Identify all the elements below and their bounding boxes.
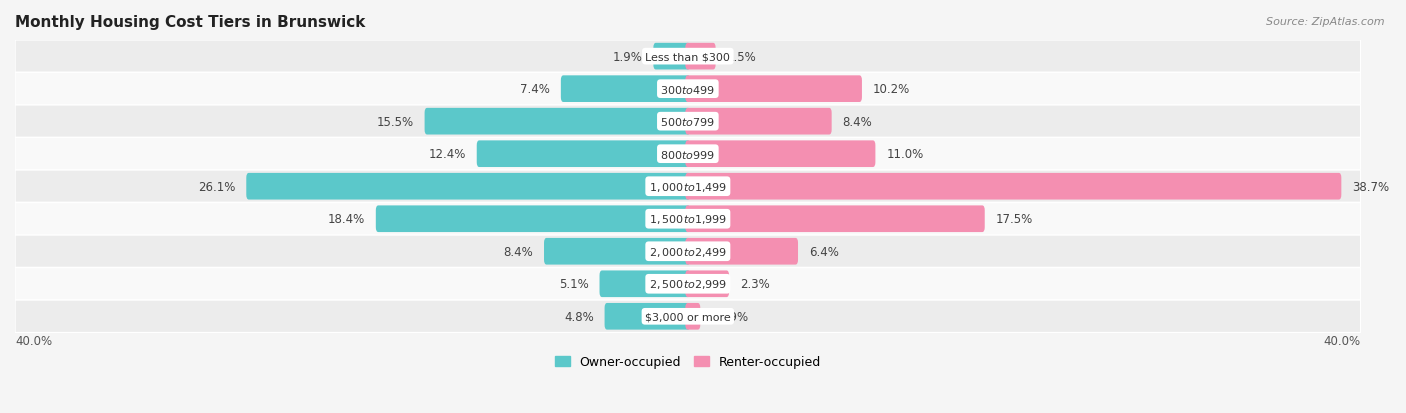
Text: 8.4%: 8.4% bbox=[503, 245, 533, 258]
Text: 17.5%: 17.5% bbox=[995, 213, 1033, 225]
Legend: Owner-occupied, Renter-occupied: Owner-occupied, Renter-occupied bbox=[550, 350, 825, 373]
Text: 8.4%: 8.4% bbox=[842, 115, 872, 128]
FancyBboxPatch shape bbox=[15, 41, 1361, 73]
FancyBboxPatch shape bbox=[425, 109, 690, 135]
Text: 0.59%: 0.59% bbox=[711, 310, 748, 323]
Text: $300 to $499: $300 to $499 bbox=[661, 83, 716, 95]
FancyBboxPatch shape bbox=[685, 141, 876, 168]
FancyBboxPatch shape bbox=[544, 238, 690, 265]
Text: 5.1%: 5.1% bbox=[558, 278, 589, 291]
FancyBboxPatch shape bbox=[685, 173, 1341, 200]
FancyBboxPatch shape bbox=[561, 76, 690, 103]
FancyBboxPatch shape bbox=[685, 238, 799, 265]
Text: 15.5%: 15.5% bbox=[377, 115, 413, 128]
FancyBboxPatch shape bbox=[685, 271, 730, 297]
Text: 6.4%: 6.4% bbox=[808, 245, 839, 258]
FancyBboxPatch shape bbox=[654, 44, 690, 70]
Text: 38.7%: 38.7% bbox=[1353, 180, 1389, 193]
Text: 1.9%: 1.9% bbox=[613, 50, 643, 64]
Text: 40.0%: 40.0% bbox=[15, 335, 52, 347]
FancyBboxPatch shape bbox=[15, 203, 1361, 235]
Text: 18.4%: 18.4% bbox=[328, 213, 366, 225]
Text: $3,000 or more: $3,000 or more bbox=[645, 311, 731, 321]
FancyBboxPatch shape bbox=[15, 138, 1361, 171]
Text: 10.2%: 10.2% bbox=[873, 83, 910, 96]
FancyBboxPatch shape bbox=[375, 206, 690, 233]
FancyBboxPatch shape bbox=[15, 235, 1361, 268]
FancyBboxPatch shape bbox=[477, 141, 690, 168]
Text: $2,000 to $2,499: $2,000 to $2,499 bbox=[648, 245, 727, 258]
FancyBboxPatch shape bbox=[15, 268, 1361, 300]
Text: $1,000 to $1,499: $1,000 to $1,499 bbox=[648, 180, 727, 193]
Text: 7.4%: 7.4% bbox=[520, 83, 550, 96]
FancyBboxPatch shape bbox=[15, 73, 1361, 106]
FancyBboxPatch shape bbox=[685, 303, 700, 330]
FancyBboxPatch shape bbox=[15, 171, 1361, 203]
FancyBboxPatch shape bbox=[685, 109, 832, 135]
Text: 12.4%: 12.4% bbox=[429, 148, 465, 161]
Text: Less than $300: Less than $300 bbox=[645, 52, 730, 62]
FancyBboxPatch shape bbox=[685, 76, 862, 103]
Text: $500 to $799: $500 to $799 bbox=[661, 116, 716, 128]
FancyBboxPatch shape bbox=[15, 300, 1361, 333]
FancyBboxPatch shape bbox=[246, 173, 690, 200]
Text: Source: ZipAtlas.com: Source: ZipAtlas.com bbox=[1267, 17, 1385, 26]
Text: 26.1%: 26.1% bbox=[198, 180, 235, 193]
FancyBboxPatch shape bbox=[685, 206, 984, 233]
FancyBboxPatch shape bbox=[605, 303, 690, 330]
Text: 40.0%: 40.0% bbox=[1323, 335, 1361, 347]
Text: Monthly Housing Cost Tiers in Brunswick: Monthly Housing Cost Tiers in Brunswick bbox=[15, 15, 366, 30]
Text: 4.8%: 4.8% bbox=[564, 310, 593, 323]
FancyBboxPatch shape bbox=[685, 44, 716, 70]
Text: 11.0%: 11.0% bbox=[886, 148, 924, 161]
Text: 1.5%: 1.5% bbox=[727, 50, 756, 64]
Text: $800 to $999: $800 to $999 bbox=[661, 148, 716, 160]
Text: $2,500 to $2,999: $2,500 to $2,999 bbox=[648, 278, 727, 291]
FancyBboxPatch shape bbox=[15, 106, 1361, 138]
Text: $1,500 to $1,999: $1,500 to $1,999 bbox=[648, 213, 727, 225]
Text: 2.3%: 2.3% bbox=[740, 278, 769, 291]
FancyBboxPatch shape bbox=[599, 271, 690, 297]
